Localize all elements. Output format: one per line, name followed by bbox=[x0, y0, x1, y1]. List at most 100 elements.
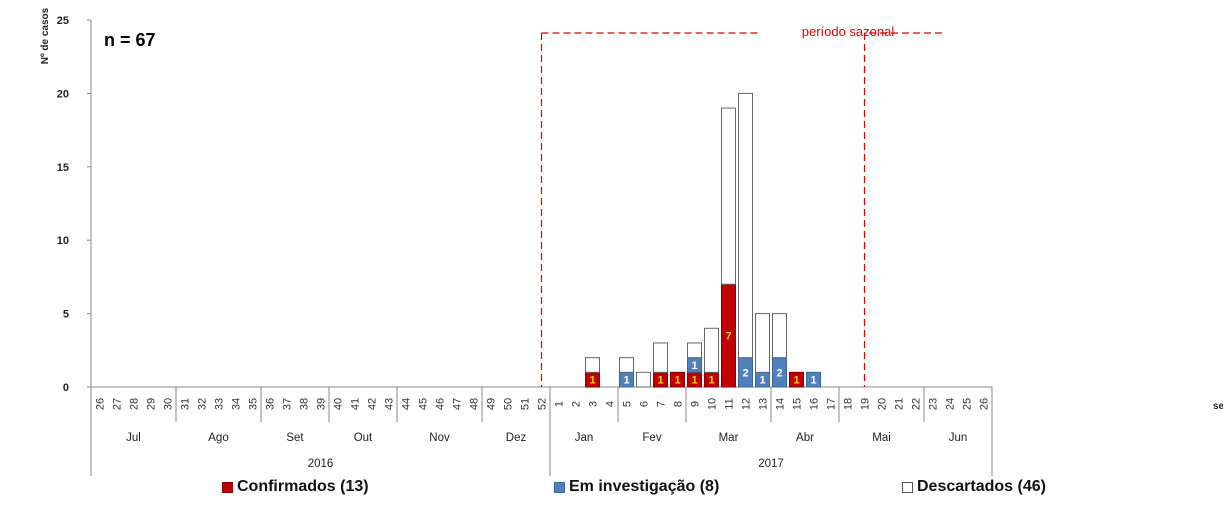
month-label: Mai bbox=[872, 432, 891, 444]
month-label: Nov bbox=[429, 432, 450, 444]
legend-label-descartados: Descartados (46) bbox=[917, 478, 1046, 495]
bar-segment bbox=[585, 357, 600, 373]
x-tick-label: 40 bbox=[333, 398, 345, 410]
y-axis-label: Nº de casos bbox=[40, 7, 51, 64]
bar-data-label: 1 bbox=[810, 375, 816, 387]
x-tick-label: 45 bbox=[418, 398, 430, 410]
x-tick-label: 5 bbox=[622, 401, 634, 407]
x-tick-label: 43 bbox=[384, 398, 396, 410]
x-tick-label: 29 bbox=[146, 398, 158, 410]
total-cases-annotation: n = 67 bbox=[104, 30, 156, 50]
x-tick-label: 28 bbox=[129, 398, 141, 410]
x-tick-label: 22 bbox=[911, 398, 923, 410]
legend-swatch-confirmados bbox=[222, 481, 233, 493]
x-tick-label: 9 bbox=[690, 401, 702, 407]
bar-segment bbox=[687, 342, 702, 359]
x-tick-label: 27 bbox=[112, 398, 124, 410]
x-tick-label: 19 bbox=[860, 398, 872, 410]
legend-item-descartados: Descartados (46) bbox=[902, 478, 1046, 496]
y-tick-label: 10 bbox=[57, 235, 69, 247]
x-tick-label: 44 bbox=[401, 398, 413, 410]
month-label: Jul bbox=[126, 432, 141, 444]
seasonal-period-label: período sazonal bbox=[802, 24, 895, 39]
x-tick-label: 32 bbox=[197, 398, 209, 410]
month-label: Abr bbox=[796, 432, 814, 444]
bar-data-label: 2 bbox=[776, 367, 782, 379]
x-tick-label: 47 bbox=[452, 398, 464, 410]
month-label: Dez bbox=[506, 432, 527, 444]
bar-segment bbox=[772, 313, 787, 359]
x-tick-label: 48 bbox=[469, 398, 481, 410]
x-tick-label: 34 bbox=[231, 398, 243, 410]
legend-swatch-descartados bbox=[902, 481, 913, 493]
month-label: Set bbox=[286, 432, 304, 444]
month-label: Jun bbox=[949, 432, 968, 444]
legend-label-confirmados: Confirmados (13) bbox=[237, 478, 369, 495]
x-tick-label: 36 bbox=[265, 398, 277, 410]
bar-data-label: 2 bbox=[742, 367, 748, 379]
month-label: Ago bbox=[208, 432, 228, 444]
bar-segment bbox=[721, 107, 736, 285]
bar-segment bbox=[704, 327, 719, 373]
bar-data-label: 1 bbox=[589, 375, 595, 387]
bar-data-label: 1 bbox=[674, 375, 680, 387]
bar-segment bbox=[806, 371, 821, 388]
x-tick-label: 46 bbox=[435, 398, 447, 410]
x-tick-label: 33 bbox=[214, 398, 226, 410]
x-tick-label: 38 bbox=[299, 398, 311, 410]
x-tick-label: 23 bbox=[928, 398, 940, 410]
y-tick-label: 25 bbox=[57, 15, 69, 27]
x-tick-label: 21 bbox=[894, 398, 906, 410]
month-label: Fev bbox=[642, 432, 661, 444]
month-label: Mar bbox=[719, 432, 739, 444]
legend-label-em-investigacao: Em investigação (8) bbox=[569, 478, 720, 495]
x-tick-label: 20 bbox=[877, 398, 889, 410]
x-tick-label: 24 bbox=[945, 398, 957, 410]
x-tick-label: 42 bbox=[367, 398, 379, 410]
x-tick-label: 10 bbox=[707, 398, 719, 410]
y-tick-label: 15 bbox=[57, 162, 69, 174]
x-tick-label: 26 bbox=[979, 398, 991, 410]
x-tick-label: 25 bbox=[962, 398, 974, 410]
legend-item-confirmados: Confirmados (13) bbox=[222, 478, 369, 496]
bar-segment bbox=[738, 92, 753, 359]
x-tick-label: 15 bbox=[792, 398, 804, 410]
x-tick-label: 18 bbox=[843, 398, 855, 410]
x-tick-label: 37 bbox=[282, 398, 294, 410]
year-label: 2017 bbox=[758, 458, 784, 470]
x-tick-label: 2 bbox=[571, 401, 583, 407]
month-label: Jan bbox=[575, 432, 594, 444]
bar-segment bbox=[619, 357, 634, 373]
x-tick-label: 1 bbox=[554, 401, 566, 407]
x-tick-label: 8 bbox=[673, 401, 685, 407]
x-tick-label: 35 bbox=[248, 398, 260, 410]
year-label: 2016 bbox=[308, 458, 334, 470]
x-tick-label: 7 bbox=[656, 401, 668, 407]
bar-segment bbox=[755, 313, 770, 373]
x-axis-unit-label: se bbox=[1213, 401, 1223, 412]
bar-data-label: 1 bbox=[708, 375, 714, 387]
x-tick-label: 14 bbox=[775, 398, 787, 410]
x-tick-label: 26 bbox=[95, 398, 107, 410]
y-tick-label: 20 bbox=[57, 88, 69, 100]
month-label: Out bbox=[354, 432, 373, 444]
bar-segment bbox=[789, 371, 804, 388]
chart-legend: Confirmados (13) Em investigação (8) Des… bbox=[0, 478, 1223, 508]
bar-data-label: 1 bbox=[691, 360, 697, 372]
x-tick-label: 17 bbox=[826, 398, 838, 410]
seasonal-period-box bbox=[540, 32, 942, 387]
bar-data-label: 1 bbox=[759, 375, 765, 387]
x-tick-label: 13 bbox=[758, 398, 770, 410]
x-tick-label: 6 bbox=[639, 401, 651, 407]
x-tick-label: 41 bbox=[350, 398, 362, 410]
bar-data-label: 7 bbox=[725, 331, 731, 343]
bar-data-label: 1 bbox=[793, 375, 799, 387]
bar-data-label: 1 bbox=[657, 375, 663, 387]
x-tick-label: 12 bbox=[741, 398, 753, 410]
x-tick-label: 11 bbox=[724, 398, 736, 409]
x-tick-label: 3 bbox=[588, 401, 600, 407]
legend-swatch-em-investigacao bbox=[554, 481, 565, 493]
x-tick-label: 31 bbox=[180, 398, 192, 410]
